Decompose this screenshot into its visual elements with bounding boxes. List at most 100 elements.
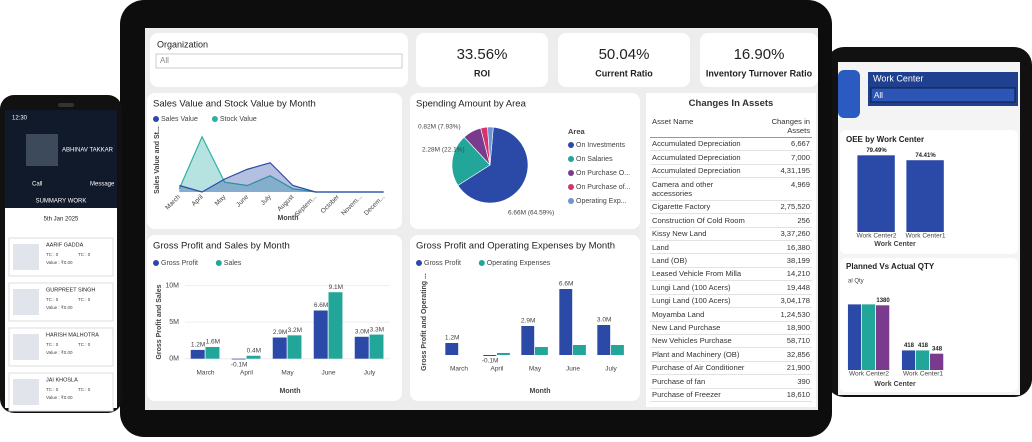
cell: 4,969 (790, 179, 810, 189)
dropdown[interactable] (155, 53, 403, 69)
bar (328, 292, 343, 359)
bar (901, 350, 916, 370)
cell: 2,75,520 (780, 202, 810, 212)
person-name: HARISH MALHOTRA (46, 332, 99, 338)
cell: 4,31,195 (780, 166, 810, 176)
kpi-value: 16.90% (734, 46, 785, 63)
x-tick-label: July (605, 366, 617, 373)
data-label: 1.2M (191, 342, 205, 349)
bar (246, 355, 261, 359)
table-row: Kissy New Land 3,37,260 (650, 228, 812, 242)
table-row: Accumulated Depreciation 4,31,195 (650, 165, 812, 179)
data-label: 3.2M (288, 327, 302, 334)
legend-marker (478, 260, 485, 266)
status-time: 12:30 (12, 116, 28, 122)
data-label: 3.3M (370, 326, 384, 333)
kpi-label: ROI (474, 68, 490, 78)
cell: Accumulated Depreciation (652, 139, 741, 149)
cell: 3,04,178 (780, 296, 810, 306)
cell: 6,667 (790, 139, 810, 149)
chart-title: Sales Value and Stock Value by Month (153, 99, 316, 110)
panel (147, 93, 402, 229)
legend-label: On Purchase of... (576, 184, 631, 191)
person-tc: TC : 0 (78, 387, 91, 392)
x-axis-title: Month (530, 388, 551, 395)
x-tick-label: Work Center2 (849, 371, 889, 378)
cell: Construction Of Cold Room (652, 215, 745, 225)
person-name: JAI KHOSLA (46, 377, 78, 383)
cell: Purchase of Air Conditioner (652, 363, 745, 373)
cell: 1,24,530 (780, 309, 810, 319)
person-tc: TC : 0 (46, 297, 59, 302)
bar (313, 310, 328, 359)
legend-label: Gross Profit (161, 260, 198, 267)
bar (231, 358, 246, 360)
legend-label: al Qty (848, 279, 864, 285)
x-axis-title: Work Center (874, 381, 916, 388)
slicer-value: All (874, 91, 883, 100)
cell: New Land Purchase (652, 323, 721, 332)
legend-label: Sales (224, 260, 242, 267)
cell: Purchase of Generator (652, 403, 748, 404)
legend-marker (568, 198, 574, 204)
x-axis-title: Work Center (874, 241, 916, 248)
legend-marker (153, 116, 159, 122)
legend-marker (568, 142, 574, 148)
y-axis-title: Gross Profit and Operating ... (421, 273, 428, 371)
data-label: 2.9M (273, 329, 287, 336)
section-title: SUMMARY WORK (36, 199, 87, 205)
data-label: 1.6M (206, 339, 220, 346)
table-title: Changes In Assets (688, 98, 774, 109)
bar (445, 343, 459, 355)
cell: 12,736 (748, 403, 810, 404)
bar (906, 160, 944, 232)
line (179, 162, 384, 193)
x-tick-label: May (529, 366, 542, 373)
data-label: 0.4M (247, 347, 261, 354)
slicer-label: Work Center (873, 73, 923, 83)
pie-slice (451, 136, 491, 186)
dropdown[interactable] (870, 87, 1016, 103)
cell: Land (652, 242, 669, 252)
legend-marker (416, 260, 422, 266)
y-axis-title: Gross Profit and Sales (156, 284, 163, 359)
bar (205, 347, 220, 359)
kpi-label: Inventory Turnover Ratio (706, 68, 813, 78)
person-name: AARIF GADDA (46, 242, 84, 248)
table-row: New Vehicles Purchase 58,710 (650, 335, 812, 349)
data-label: 79.49% (866, 148, 887, 154)
assets-table: Changes In Assets Asset Name Changes in As… (650, 96, 812, 404)
cell: Accumulated Depreciation (652, 152, 741, 162)
chart-title: Spending Amount by Area (416, 99, 527, 110)
bar (483, 355, 497, 356)
panel (147, 235, 402, 401)
column-header: Asset Name (652, 116, 694, 126)
cell: Moyamba Land (652, 309, 705, 319)
data-label: 1380 (876, 298, 890, 304)
cell: Cigarette Factory (652, 202, 711, 212)
data-label: -0.1M (482, 358, 499, 365)
x-tick-label: June (321, 369, 335, 376)
bar (597, 325, 611, 355)
cell: 390 (797, 376, 810, 386)
panel (410, 235, 640, 401)
table-header: Asset Name Changes in Assets (650, 115, 812, 138)
data-label: 2.28M (22.1%) (422, 147, 465, 154)
slicer-label: Organization (157, 39, 208, 49)
person-tc: TC : 0 (78, 342, 91, 347)
profile-photo (26, 134, 58, 166)
cell: Leased Vehicle From Milla (652, 269, 742, 279)
legend-label: Operating Expenses (487, 260, 551, 267)
kpi-value: 50.04% (599, 46, 650, 63)
cell: 18,610 (786, 390, 810, 400)
person-value: Value : ₹0.00 (46, 260, 73, 265)
pie-slice (457, 126, 529, 204)
legend-label: Gross Profit (424, 260, 461, 267)
cell: 7,000 (790, 152, 810, 162)
camera (58, 103, 74, 107)
chart-title: OEE by Work Center (846, 135, 924, 144)
legend-label: Operating Exp... (576, 198, 627, 205)
pie-slice (487, 126, 494, 166)
